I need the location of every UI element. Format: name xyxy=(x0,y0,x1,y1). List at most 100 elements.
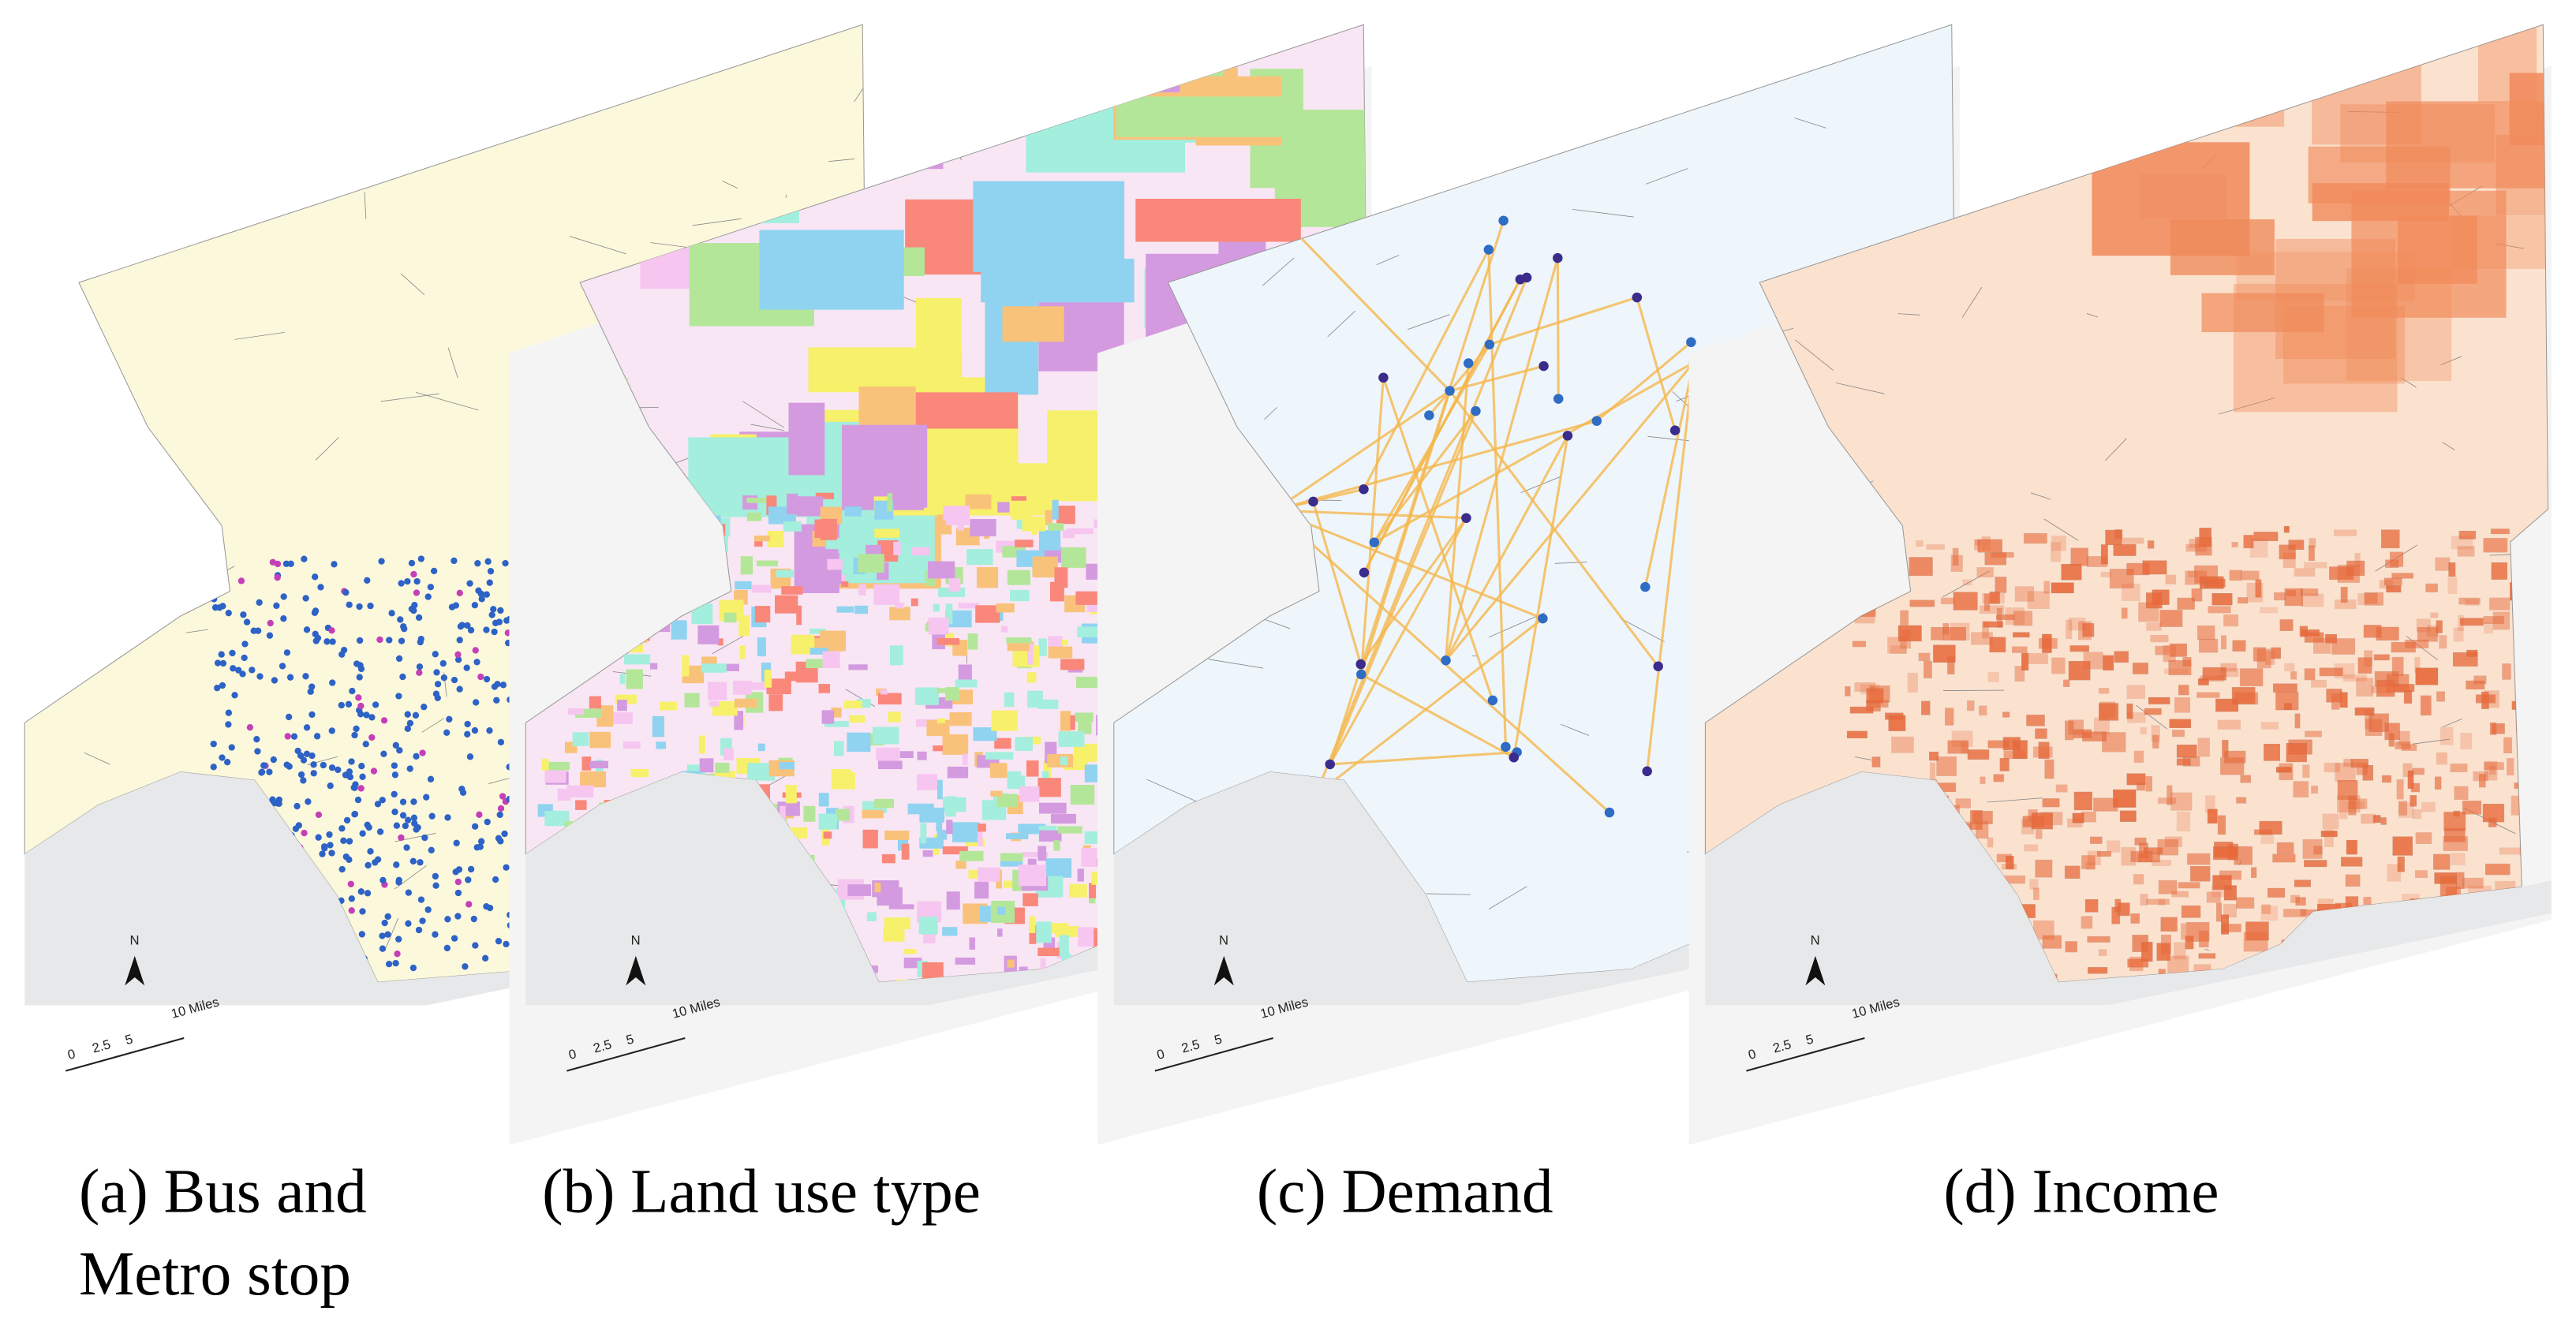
income-tract xyxy=(1984,552,2006,566)
income-tract xyxy=(2304,668,2316,681)
stop xyxy=(499,793,507,800)
stop xyxy=(292,825,300,832)
stop xyxy=(456,589,463,596)
stop xyxy=(473,844,480,851)
income-tract xyxy=(2137,853,2160,863)
income-tract xyxy=(2042,935,2062,949)
income-tract xyxy=(2447,577,2458,595)
income-tract xyxy=(1921,700,1931,715)
income-tract xyxy=(2286,742,2307,763)
stop xyxy=(359,830,366,837)
stop xyxy=(395,693,402,700)
income-tract xyxy=(1987,740,2010,749)
stop xyxy=(410,798,417,805)
land-use-patch xyxy=(630,768,649,778)
stop xyxy=(394,950,401,958)
demand-flow xyxy=(1595,341,1692,422)
income-tract xyxy=(2223,903,2237,918)
stop xyxy=(379,876,387,884)
stop xyxy=(368,714,376,721)
income-tract xyxy=(2176,758,2191,766)
demand-point xyxy=(1632,292,1643,303)
land-use-patch xyxy=(781,586,803,595)
demand-point xyxy=(1669,425,1681,435)
land-use-patch xyxy=(970,519,996,536)
income-tract xyxy=(2021,652,2029,670)
income-tract xyxy=(1993,774,2004,782)
land-use-patch xyxy=(867,84,944,170)
income-tract xyxy=(1983,593,1990,611)
stop xyxy=(386,637,393,644)
income-tract xyxy=(1976,567,1994,578)
income-tract xyxy=(2509,73,2548,145)
tract-line xyxy=(569,236,626,255)
land-use-patch xyxy=(915,687,939,705)
land-use-patch xyxy=(888,711,901,723)
land-use-patch xyxy=(1070,715,1075,730)
land-use-patch xyxy=(775,595,798,614)
income-tract xyxy=(1950,555,1963,572)
land-use-patch xyxy=(862,829,878,849)
stop xyxy=(294,747,301,755)
land-use-patch xyxy=(937,830,948,840)
income-tract xyxy=(2312,183,2449,222)
land-use-patch xyxy=(609,712,633,725)
stop xyxy=(455,866,463,873)
land-use-patch xyxy=(1055,925,1080,937)
land-use-patch xyxy=(1027,644,1034,665)
land-use-patch xyxy=(1045,510,1052,525)
land-use-patch xyxy=(991,710,1018,731)
stop xyxy=(439,659,447,667)
income-tract xyxy=(1955,798,1972,809)
land-use-patch xyxy=(963,753,968,765)
income-tract xyxy=(2304,632,2324,643)
stop xyxy=(286,674,294,681)
income-tract xyxy=(1953,592,1978,611)
income-tract xyxy=(2099,701,2116,719)
income-tract xyxy=(2239,668,2264,687)
tract-line xyxy=(1262,257,1295,286)
income-tract xyxy=(2042,798,2060,808)
stop xyxy=(323,638,331,645)
land-use-patch xyxy=(866,912,877,921)
land-use-patch xyxy=(824,721,849,727)
stop xyxy=(372,859,379,866)
land-use-patch xyxy=(958,664,972,684)
tract-line xyxy=(1381,153,1386,185)
demand-point xyxy=(1604,807,1615,818)
stop xyxy=(357,888,365,895)
land-use-patch xyxy=(1084,831,1097,844)
income-tract xyxy=(2145,592,2163,609)
stop xyxy=(475,587,482,594)
stop xyxy=(237,577,245,584)
stop xyxy=(471,823,479,830)
income-tract xyxy=(2065,941,2077,953)
land-use-patch xyxy=(1025,736,1041,745)
income-tract xyxy=(2356,762,2368,775)
income-tract xyxy=(2155,645,2170,655)
stop xyxy=(290,733,298,740)
tract-line xyxy=(2072,131,2086,140)
stop xyxy=(269,558,277,566)
stop xyxy=(379,797,386,804)
stop xyxy=(364,577,371,584)
income-tract xyxy=(2392,836,2413,856)
stop xyxy=(399,798,407,805)
demand-point xyxy=(1487,695,1498,706)
demand-point xyxy=(1498,215,1509,226)
income-tract xyxy=(2081,855,2096,869)
income-tract xyxy=(2061,564,2082,581)
stop xyxy=(365,823,372,831)
income-tract xyxy=(2221,635,2227,650)
income-tract xyxy=(2391,573,2414,579)
income-tract xyxy=(2302,838,2323,859)
income-tract xyxy=(2276,842,2294,854)
income-tract xyxy=(1897,625,1922,642)
land-use-patch xyxy=(708,682,727,700)
stop xyxy=(269,796,276,803)
income-tract xyxy=(2275,767,2292,773)
stop xyxy=(406,719,414,727)
income-tract xyxy=(2483,762,2504,771)
land-use-patch xyxy=(734,711,744,730)
land-use-patch xyxy=(546,761,570,771)
